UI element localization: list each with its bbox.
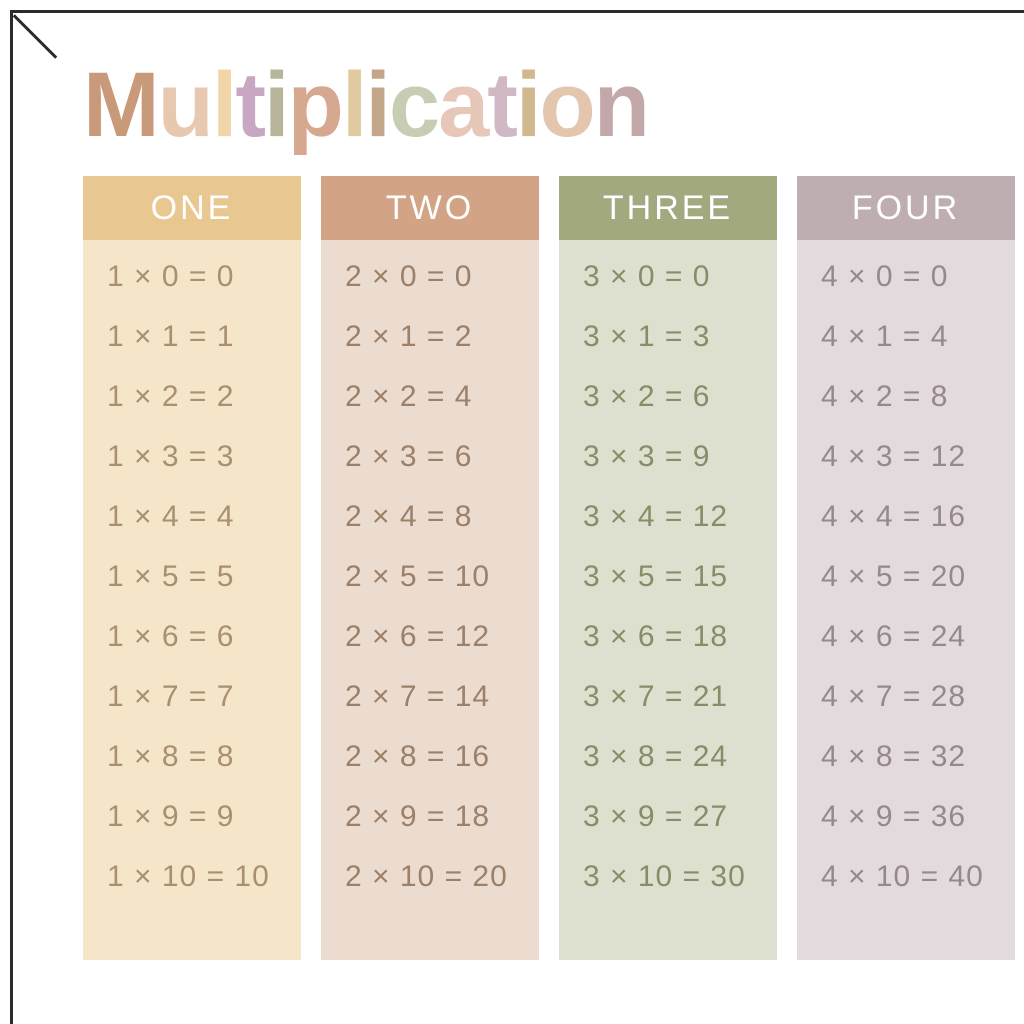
equation-row: 1 × 2 = 2 [107, 382, 287, 412]
equation-row: 3 × 10 = 30 [583, 862, 763, 892]
column-header: THREE [559, 176, 777, 240]
column-body: 3 × 0 = 0 3 × 1 = 3 3 × 2 = 6 3 × 3 = 9 3 × … [559, 240, 777, 960]
table-column: FOUR 4 × 0 = 0 4 × 1 = 4 4 × 2 = 8 4 × 3 = 1… [797, 176, 1015, 960]
title-letter: i [264, 53, 288, 158]
table-column: THREE 3 × 0 = 0 3 × 1 = 3 3 × 2 = 6 3 × 3 = … [559, 176, 777, 960]
title-letter: a [438, 53, 487, 158]
equation-row: 2 × 6 = 12 [345, 622, 525, 652]
title-letter: l [212, 53, 236, 158]
title-letter: l [342, 53, 366, 158]
equation-row: 4 × 1 = 4 [821, 322, 1001, 352]
equation-row: 2 × 5 = 10 [345, 562, 525, 592]
equation-row: 1 × 1 = 1 [107, 322, 287, 352]
equation-row: 4 × 6 = 24 [821, 622, 1001, 652]
equation-row: 1 × 3 = 3 [107, 442, 287, 472]
equation-row: 2 × 8 = 16 [345, 742, 525, 772]
equation-row: 1 × 5 = 5 [107, 562, 287, 592]
equation-row: 1 × 9 = 9 [107, 802, 287, 832]
column-header: FOUR [797, 176, 1015, 240]
tables-grid: ONE1 × 0 = 01 × 1 = 11 × 2 = 21 × 3 = 31… [83, 176, 1024, 960]
equation-row: 3 × 6 = 18 [583, 622, 763, 652]
equation-row: 4 × 4 = 16 [821, 502, 1001, 532]
equation-row: 3 × 8 = 24 [583, 742, 763, 772]
equation-row: 2 × 1 = 2 [345, 322, 525, 352]
equation-row: 2 × 4 = 8 [345, 502, 525, 532]
equation-row: 4 × 0 = 0 [821, 262, 1001, 292]
equation-row: 4 × 8 = 32 [821, 742, 1001, 772]
column-body: 4 × 0 = 0 4 × 1 = 4 4 × 2 = 8 4 × 3 = 12 4 ×… [797, 240, 1015, 960]
table-column: TWO2 × 0 = 02 × 1 = 22 × 2 = 42 × 3 = 62… [321, 176, 539, 960]
equation-row: 3 × 0 = 0 [583, 262, 763, 292]
equation-row: 2 × 0 = 0 [345, 262, 525, 292]
column-body: 1 × 0 = 0 1 × 1 = 1 1 × 2 = 2 1 × 3 = 3 1 × … [83, 240, 301, 960]
title-letter: i [516, 53, 540, 158]
title-letter: o [539, 53, 593, 158]
title-letter: n [594, 53, 648, 158]
equation-row: 2 × 10 = 20 [345, 862, 525, 892]
column-header: ONE [83, 176, 301, 240]
equation-row: 1 × 8 = 8 [107, 742, 287, 772]
title-letter: c [389, 53, 438, 158]
equation-row: 2 × 9 = 18 [345, 802, 525, 832]
equation-row: 1 × 10 = 10 [107, 862, 287, 892]
title-letter: M [83, 53, 158, 158]
title-letter: p [288, 53, 342, 158]
equation-row: 3 × 7 = 21 [583, 682, 763, 712]
equation-row: 4 × 10 = 40 [821, 862, 1001, 892]
title-letter: i [365, 53, 389, 158]
column-header: TWO [321, 176, 539, 240]
corner-fold-line [13, 13, 61, 61]
equation-row: 4 × 5 = 20 [821, 562, 1001, 592]
equation-row: 1 × 4 = 4 [107, 502, 287, 532]
title-letter: u [158, 53, 212, 158]
equation-row: 3 × 2 = 6 [583, 382, 763, 412]
equation-row: 4 × 7 = 28 [821, 682, 1001, 712]
poster-frame: Multiplication ONE1 × 0 = 01 × 1 = 11 × … [10, 10, 1024, 1024]
equation-row: 3 × 4 = 12 [583, 502, 763, 532]
equation-row: 2 × 7 = 14 [345, 682, 525, 712]
equation-row: 4 × 2 = 8 [821, 382, 1001, 412]
page-title: Multiplication [83, 53, 1024, 158]
title-letter: t [235, 53, 264, 158]
equation-row: 3 × 9 = 27 [583, 802, 763, 832]
equation-row: 4 × 3 = 12 [821, 442, 1001, 472]
equation-row: 4 × 9 = 36 [821, 802, 1001, 832]
equation-row: 1 × 7 = 7 [107, 682, 287, 712]
table-column: ONE1 × 0 = 01 × 1 = 11 × 2 = 21 × 3 = 31… [83, 176, 301, 960]
equation-row: 3 × 1 = 3 [583, 322, 763, 352]
title-letter: t [487, 53, 516, 158]
column-body: 2 × 0 = 0 2 × 1 = 2 2 × 2 = 4 2 × 3 = 6 2 × … [321, 240, 539, 960]
equation-row: 1 × 0 = 0 [107, 262, 287, 292]
equation-row: 3 × 5 = 15 [583, 562, 763, 592]
equation-row: 2 × 3 = 6 [345, 442, 525, 472]
equation-row: 1 × 6 = 6 [107, 622, 287, 652]
equation-row: 2 × 2 = 4 [345, 382, 525, 412]
equation-row: 3 × 3 = 9 [583, 442, 763, 472]
